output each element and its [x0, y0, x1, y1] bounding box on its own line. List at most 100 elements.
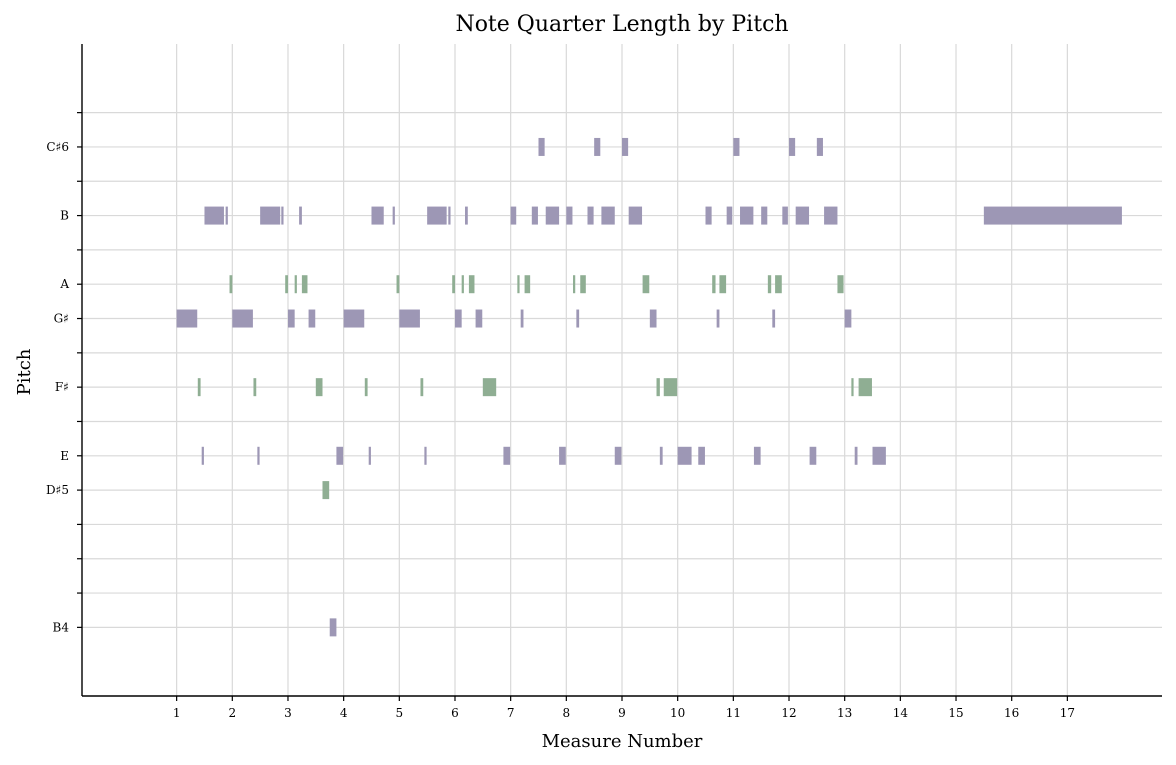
- note-bar: [281, 206, 284, 225]
- note-bar: [364, 378, 368, 397]
- note-bar: [782, 206, 788, 225]
- note-bar: [649, 309, 657, 328]
- note-bar: [816, 137, 823, 156]
- note-bar: [705, 206, 712, 225]
- note-bar: [580, 275, 586, 294]
- x-tick-label: 14: [893, 706, 909, 720]
- note-bar: [761, 206, 768, 225]
- note-bar: [448, 206, 451, 225]
- note-bar: [368, 446, 371, 465]
- x-axis-ticks: 1 2 3 4 5 6 7 8 9 10 11 12 13 14 15 16 17: [173, 696, 1075, 720]
- y-tick-label: A: [59, 277, 69, 291]
- note-bar: [545, 206, 560, 225]
- note-bar: [452, 275, 455, 294]
- x-tick-label: 1: [173, 706, 181, 720]
- note-bar: [176, 309, 198, 328]
- note-bar: [520, 309, 524, 328]
- note-bar: [775, 275, 782, 294]
- x-tick-label: 6: [451, 706, 459, 720]
- note-bar: [253, 378, 257, 397]
- note-bar: [229, 275, 233, 294]
- note-bar: [461, 275, 464, 294]
- note-bar: [287, 309, 295, 328]
- note-bar: [789, 137, 796, 156]
- note-bar: [753, 446, 761, 465]
- note-bar: [659, 446, 663, 465]
- note-bar: [424, 446, 427, 465]
- x-tick-label: 12: [781, 706, 796, 720]
- note-bar: [663, 378, 678, 397]
- note-bar: [726, 206, 733, 225]
- note-bar: [576, 309, 580, 328]
- note-bar: [524, 275, 531, 294]
- note-bar: [712, 275, 716, 294]
- note-bar: [396, 275, 400, 294]
- note-bar: [465, 206, 468, 225]
- note-bar: [285, 275, 288, 294]
- x-tick-label: 10: [670, 706, 685, 720]
- note-bar: [795, 206, 810, 225]
- note-bar: [698, 446, 705, 465]
- note-bar: [809, 446, 817, 465]
- note-bar: [566, 206, 573, 225]
- note-bar: [308, 309, 316, 328]
- note-bar: [614, 446, 622, 465]
- note-bar: [201, 446, 204, 465]
- x-tick-label: 3: [284, 706, 292, 720]
- note-bar: [329, 618, 337, 637]
- note-bar: [427, 206, 447, 225]
- x-tick-label: 4: [340, 706, 348, 720]
- note-bar: [677, 446, 692, 465]
- x-tick-label: 9: [618, 706, 626, 720]
- note-bar: [628, 206, 643, 225]
- note-bar: [482, 378, 497, 397]
- note-bar: [517, 275, 520, 294]
- note-bars: [176, 137, 1122, 637]
- x-tick-label: 8: [563, 706, 571, 720]
- note-bar: [531, 206, 538, 225]
- note-bar: [872, 446, 886, 465]
- note-bar: [343, 309, 365, 328]
- note-bar: [573, 275, 576, 294]
- note-bar: [204, 206, 224, 225]
- note-bar: [837, 275, 844, 294]
- y-gridlines: [82, 112, 1162, 628]
- note-bar: [301, 275, 308, 294]
- note-bar: [299, 206, 302, 225]
- note-bar: [294, 275, 297, 294]
- note-bar: [538, 137, 545, 156]
- note-bar: [642, 275, 650, 294]
- note-bar: [656, 378, 660, 397]
- y-tick-label: E: [60, 449, 69, 463]
- note-bar: [858, 378, 872, 397]
- note-bar: [851, 378, 854, 397]
- note-bar: [716, 309, 720, 328]
- note-bar: [719, 275, 727, 294]
- note-bar: [622, 137, 629, 156]
- note-bar: [399, 309, 420, 328]
- x-tick-label: 15: [948, 706, 963, 720]
- x-tick-label: 13: [837, 706, 852, 720]
- note-bar: [740, 206, 754, 225]
- y-axis-ticks: B4 D♯5 E F♯ G♯ A B C♯6: [46, 112, 82, 634]
- note-bar: [225, 206, 228, 225]
- note-bar: [371, 206, 384, 225]
- note-bar: [767, 275, 772, 294]
- x-tick-label: 16: [1004, 706, 1019, 720]
- note-bar: [420, 378, 424, 397]
- x-tick-label: 11: [726, 706, 741, 720]
- note-bar: [510, 206, 517, 225]
- x-axis-label: Measure Number: [542, 731, 703, 752]
- note-bar: [197, 378, 201, 397]
- y-tick-label: F♯: [55, 380, 69, 394]
- note-bar: [454, 309, 462, 328]
- note-bar: [475, 309, 483, 328]
- note-bar: [315, 378, 323, 397]
- note-bar: [232, 309, 253, 328]
- note-bar: [322, 481, 330, 500]
- note-bar: [260, 206, 281, 225]
- chart-title: Note Quarter Length by Pitch: [455, 12, 788, 37]
- note-bar: [824, 206, 838, 225]
- x-tick-label: 17: [1060, 706, 1075, 720]
